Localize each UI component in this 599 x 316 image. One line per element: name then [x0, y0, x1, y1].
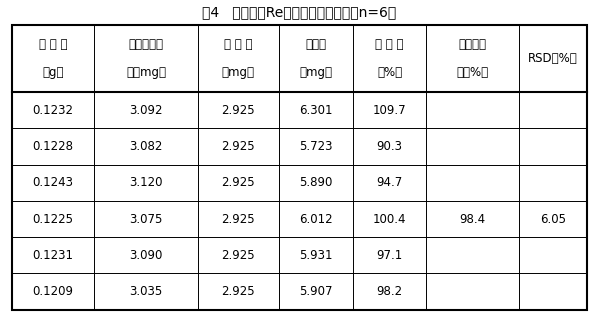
- Text: 0.1209: 0.1209: [33, 285, 74, 298]
- Text: 2.925: 2.925: [222, 104, 255, 117]
- Text: 测得量: 测得量: [305, 38, 326, 51]
- Text: 表4   人参皌睵Re加样回收试验结果（n=6）: 表4 人参皌睵Re加样回收试验结果（n=6）: [202, 6, 397, 20]
- Text: 3.035: 3.035: [129, 285, 163, 298]
- Text: 样品皌苷含: 样品皌苷含: [129, 38, 164, 51]
- Text: 2.925: 2.925: [222, 176, 255, 189]
- Text: 5.907: 5.907: [299, 285, 332, 298]
- Text: 0.1231: 0.1231: [33, 249, 74, 262]
- Text: 2.925: 2.925: [222, 249, 255, 262]
- Text: 97.1: 97.1: [376, 249, 403, 262]
- Text: （mg）: （mg）: [300, 66, 332, 79]
- Text: 90.3: 90.3: [377, 140, 403, 153]
- Text: 100.4: 100.4: [373, 213, 406, 226]
- Text: （g）: （g）: [43, 66, 64, 79]
- Text: 称 样 量: 称 样 量: [39, 38, 68, 51]
- Text: 3.090: 3.090: [129, 249, 163, 262]
- Text: 率（%）: 率（%）: [456, 66, 489, 79]
- Text: 0.1232: 0.1232: [33, 104, 74, 117]
- Text: 5.723: 5.723: [299, 140, 332, 153]
- Text: 6.05: 6.05: [540, 213, 566, 226]
- Text: RSD（%）: RSD（%）: [528, 52, 578, 65]
- Text: 109.7: 109.7: [373, 104, 406, 117]
- Text: 2.925: 2.925: [222, 140, 255, 153]
- Text: 2.925: 2.925: [222, 213, 255, 226]
- Text: 0.1225: 0.1225: [33, 213, 74, 226]
- Text: （%）: （%）: [377, 66, 402, 79]
- Text: 5.890: 5.890: [299, 176, 332, 189]
- Text: 3.082: 3.082: [129, 140, 163, 153]
- Text: 94.7: 94.7: [376, 176, 403, 189]
- Text: 2.925: 2.925: [222, 285, 255, 298]
- Text: 3.120: 3.120: [129, 176, 163, 189]
- Text: 加 入 量: 加 入 量: [224, 38, 253, 51]
- Text: 6.012: 6.012: [299, 213, 332, 226]
- Text: （mg）: （mg）: [222, 66, 255, 79]
- Text: 6.301: 6.301: [299, 104, 332, 117]
- Text: 98.4: 98.4: [459, 213, 486, 226]
- Text: 0.1228: 0.1228: [33, 140, 74, 153]
- Text: 5.931: 5.931: [299, 249, 332, 262]
- Text: 3.092: 3.092: [129, 104, 163, 117]
- Text: 量（mg）: 量（mg）: [126, 66, 166, 79]
- Text: 3.075: 3.075: [129, 213, 163, 226]
- Text: 98.2: 98.2: [376, 285, 403, 298]
- Text: 回 收 率: 回 收 率: [375, 38, 404, 51]
- Text: 0.1243: 0.1243: [33, 176, 74, 189]
- Text: 平均回收: 平均回收: [459, 38, 486, 51]
